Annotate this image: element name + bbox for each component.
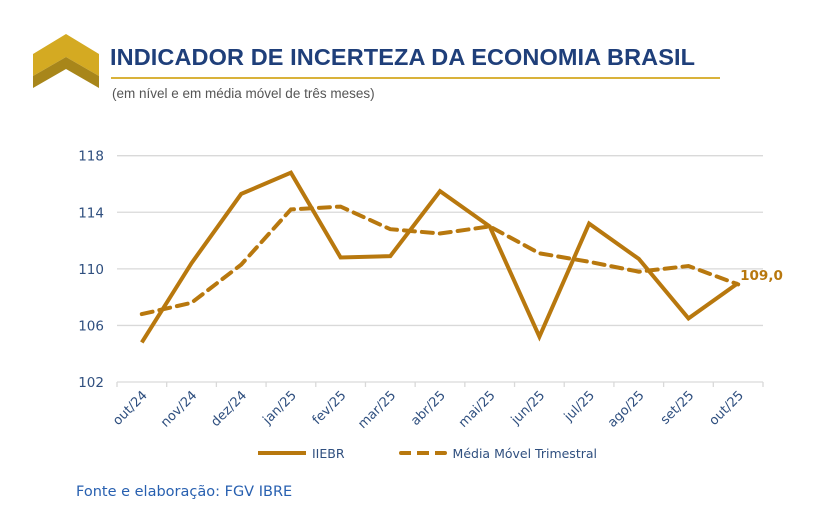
y-tick-label: 106 [78, 318, 104, 334]
title-underline [111, 77, 720, 79]
data-label: 109,0 [740, 268, 783, 284]
legend-swatch-dashed [398, 451, 447, 455]
legend-swatch-solid [258, 451, 306, 455]
y-tick-label: 110 [78, 262, 104, 278]
logo-chevron-bottom [33, 57, 99, 88]
x-tick-label: out/24 [110, 388, 150, 428]
x-tick-label: jun/25 [508, 388, 548, 428]
y-tick-label: 102 [78, 375, 104, 391]
chevron-up-logo-icon [33, 34, 99, 88]
x-tick-label: set/25 [658, 388, 697, 427]
y-axis-tick-labels: 102 106 110 114 118 [78, 149, 104, 391]
x-tick-label: jul/25 [561, 388, 598, 425]
series-line-media-movel [139, 204, 741, 317]
x-tick-label: mar/25 [355, 388, 399, 432]
x-tick-label: ago/25 [605, 388, 647, 430]
data-labels: 109,0 [740, 268, 783, 284]
x-tick-label: fev/25 [310, 388, 350, 428]
legend-item-media-movel: Média Móvel Trimestral [398, 445, 597, 461]
y-tick-label: 118 [78, 149, 104, 165]
legend-item-iiebr: IIEBR [258, 446, 345, 461]
y-tick-label: 114 [78, 205, 104, 221]
source-note: Fonte e elaboração: FGV IBRE [76, 484, 293, 500]
series-line-iiebr [140, 170, 740, 344]
x-tick-label: abr/25 [408, 388, 449, 429]
series-lines [139, 170, 741, 344]
x-tick-label: dez/24 [208, 388, 250, 430]
logo-chevron-top [33, 34, 99, 76]
x-axis-tick-labels: out/24 nov/24 dez/24 jan/25 fev/25 mar/25 abr/… [110, 388, 747, 432]
x-tick-label: mai/25 [456, 388, 499, 431]
x-tick-label: jan/25 [260, 388, 300, 428]
x-tick-label: out/25 [707, 388, 747, 428]
chart-subtitle: (em nível e em média móvel de três meses… [112, 86, 375, 101]
gridlines [117, 155, 763, 383]
x-axis [116, 382, 764, 387]
legend-label: IIEBR [312, 445, 345, 461]
x-tick-label: nov/24 [158, 388, 200, 430]
chart-title: INDICADOR DE INCERTEZA DA ECONOMIA BRASI… [110, 44, 696, 70]
legend: IIEBR Média Móvel Trimestral [258, 444, 597, 462]
legend-label: Média Móvel Trimestral [452, 445, 597, 461]
